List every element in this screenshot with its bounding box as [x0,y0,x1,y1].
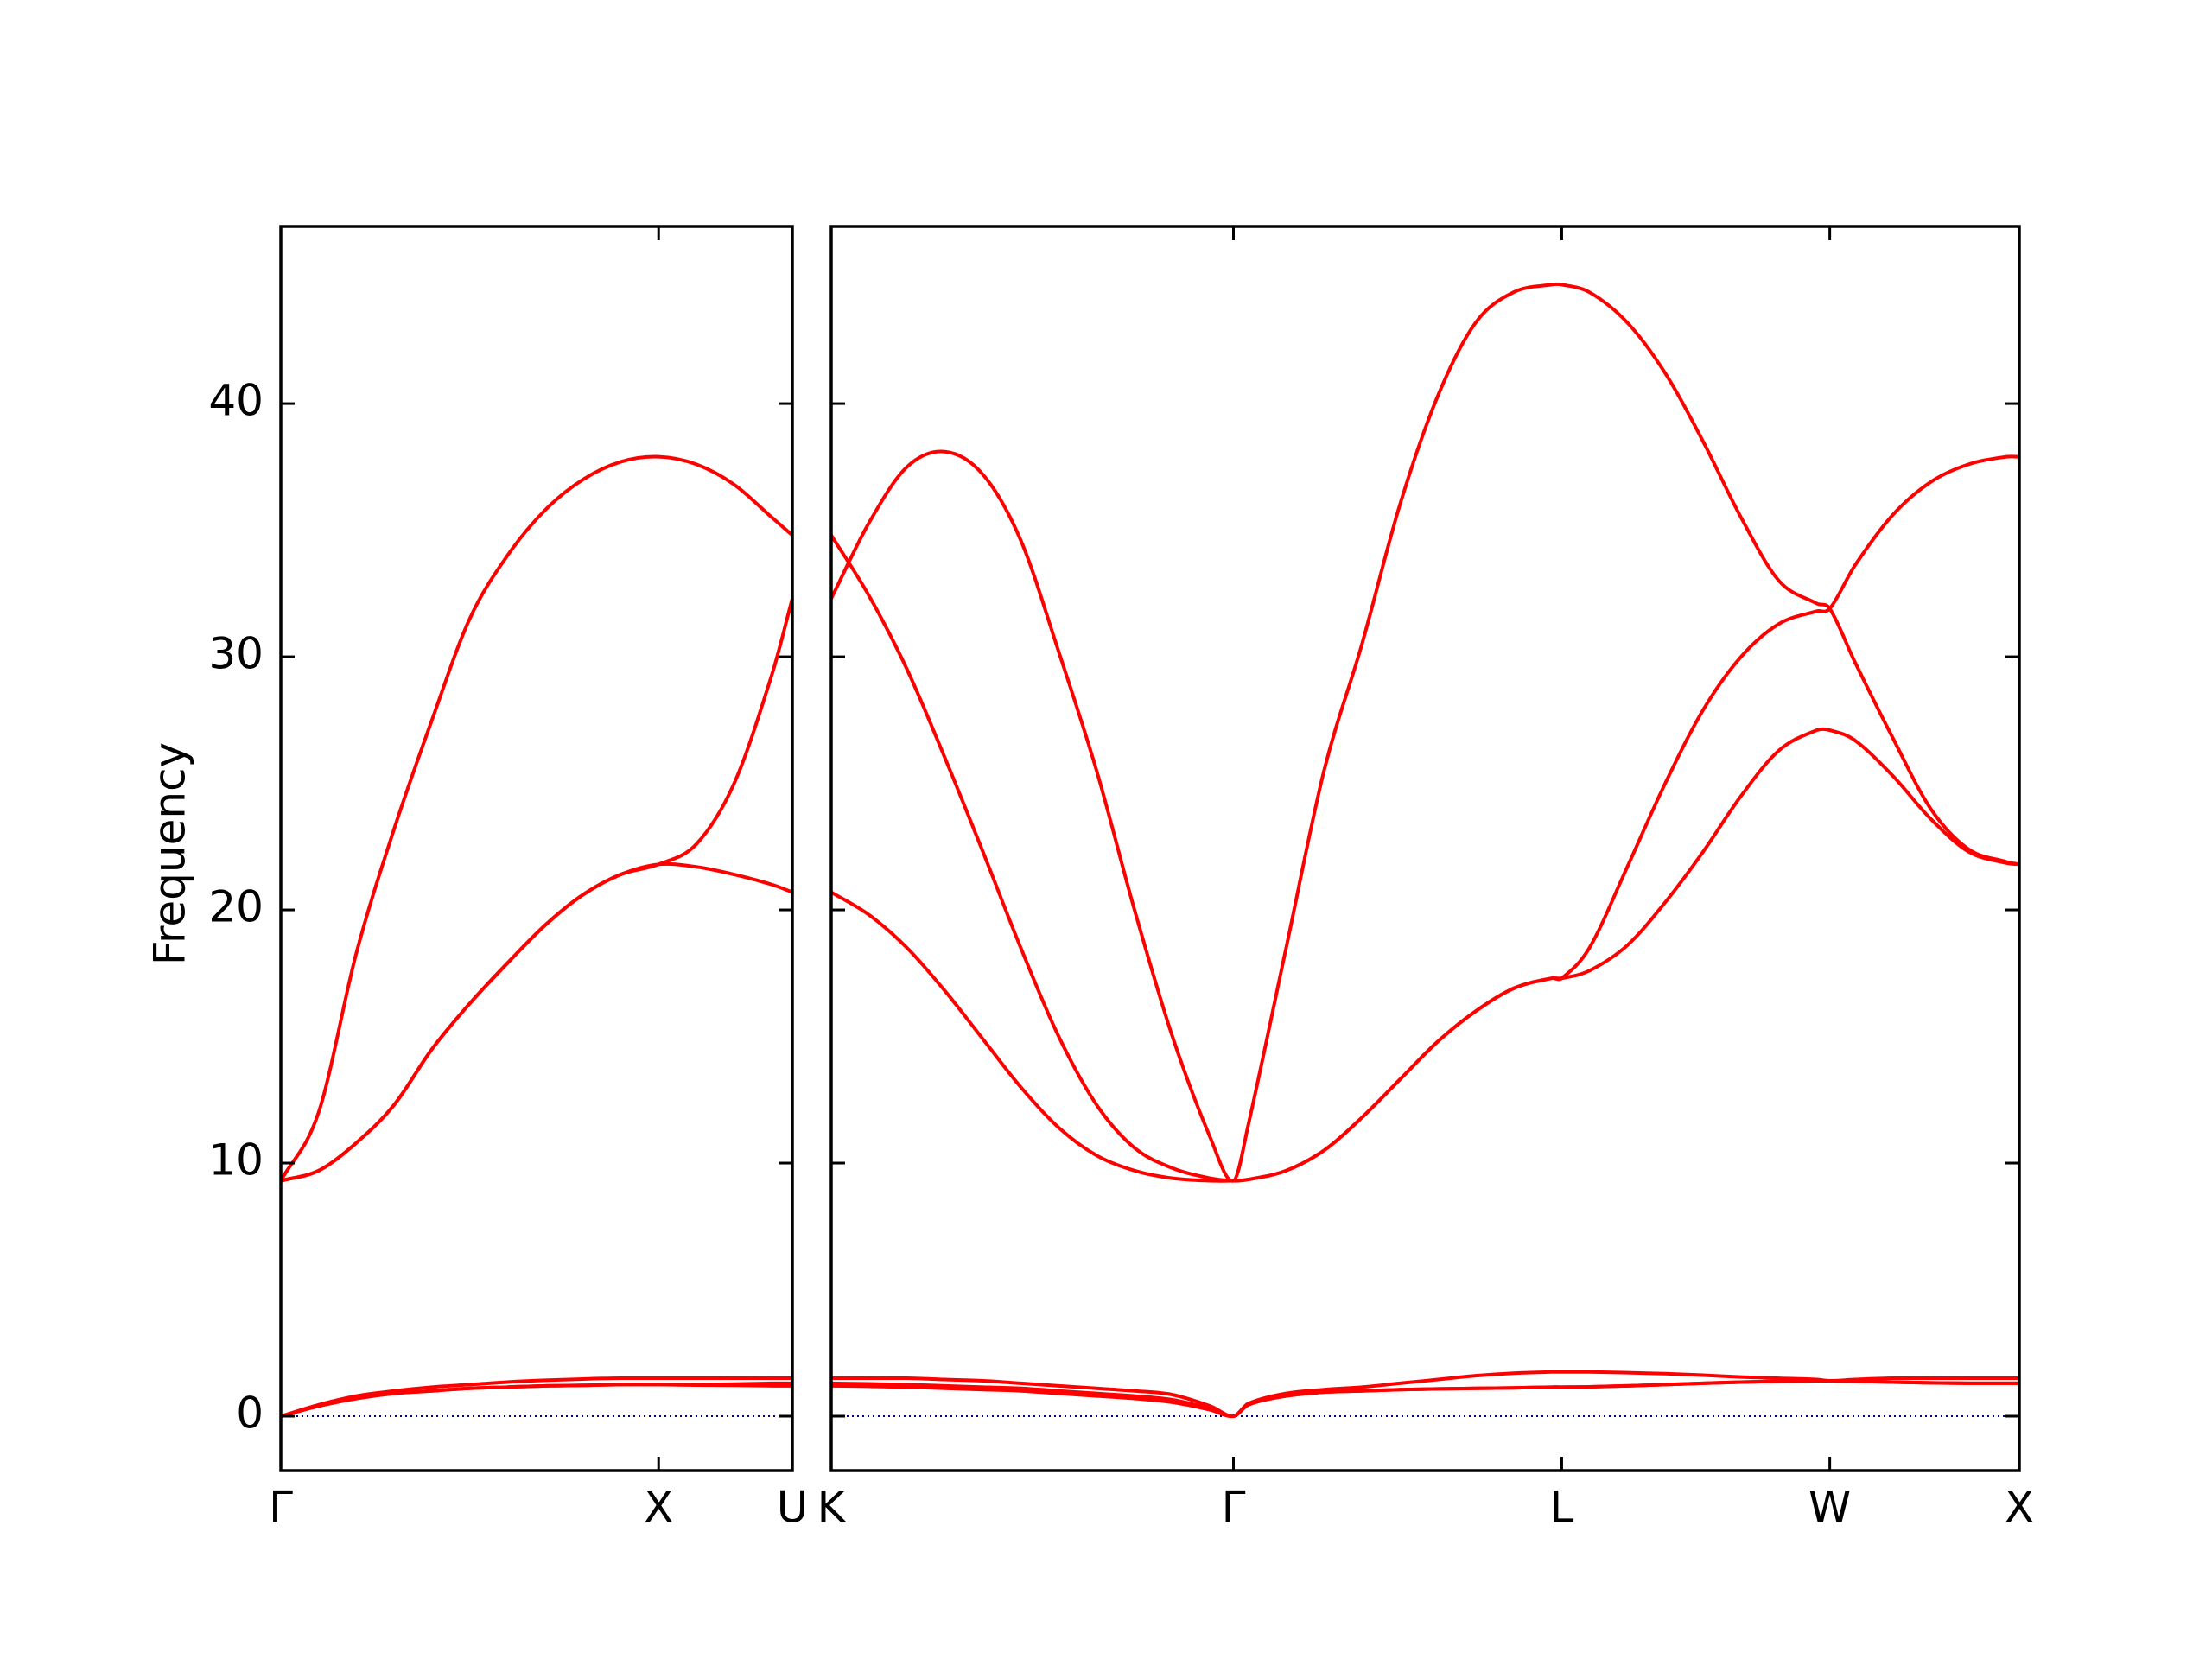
x-tick-label: U [777,1483,809,1533]
band-line [280,1376,792,1418]
band-line [830,282,2020,1183]
plot-frame [279,225,794,1472]
band-line [830,1378,2019,1419]
y-tick-label: 0 [236,1389,264,1439]
x-tick-label: K [817,1483,847,1533]
x-tick-label: Γ [269,1483,293,1533]
band-line [831,1370,2019,1419]
x-tick-label: X [2005,1483,2034,1533]
y-tick-label: 30 [208,629,264,679]
y-tick-label: 40 [208,376,264,426]
band-line [279,454,794,1182]
x-tick-label: L [1550,1483,1574,1533]
band-line [280,861,793,1183]
band-line [830,727,2020,1183]
y-tick-label: 20 [208,882,264,932]
x-tick-label: W [1808,1483,1851,1533]
band-line [280,598,794,1183]
band-line [280,1382,793,1418]
y-axis-label: Frequency [145,742,195,965]
x-tick-label: X [644,1483,673,1533]
y-tick-label: 10 [208,1135,264,1185]
band-line [830,1378,2019,1419]
x-tick-label: Γ [1222,1483,1246,1533]
plot-frame [830,225,2021,1472]
